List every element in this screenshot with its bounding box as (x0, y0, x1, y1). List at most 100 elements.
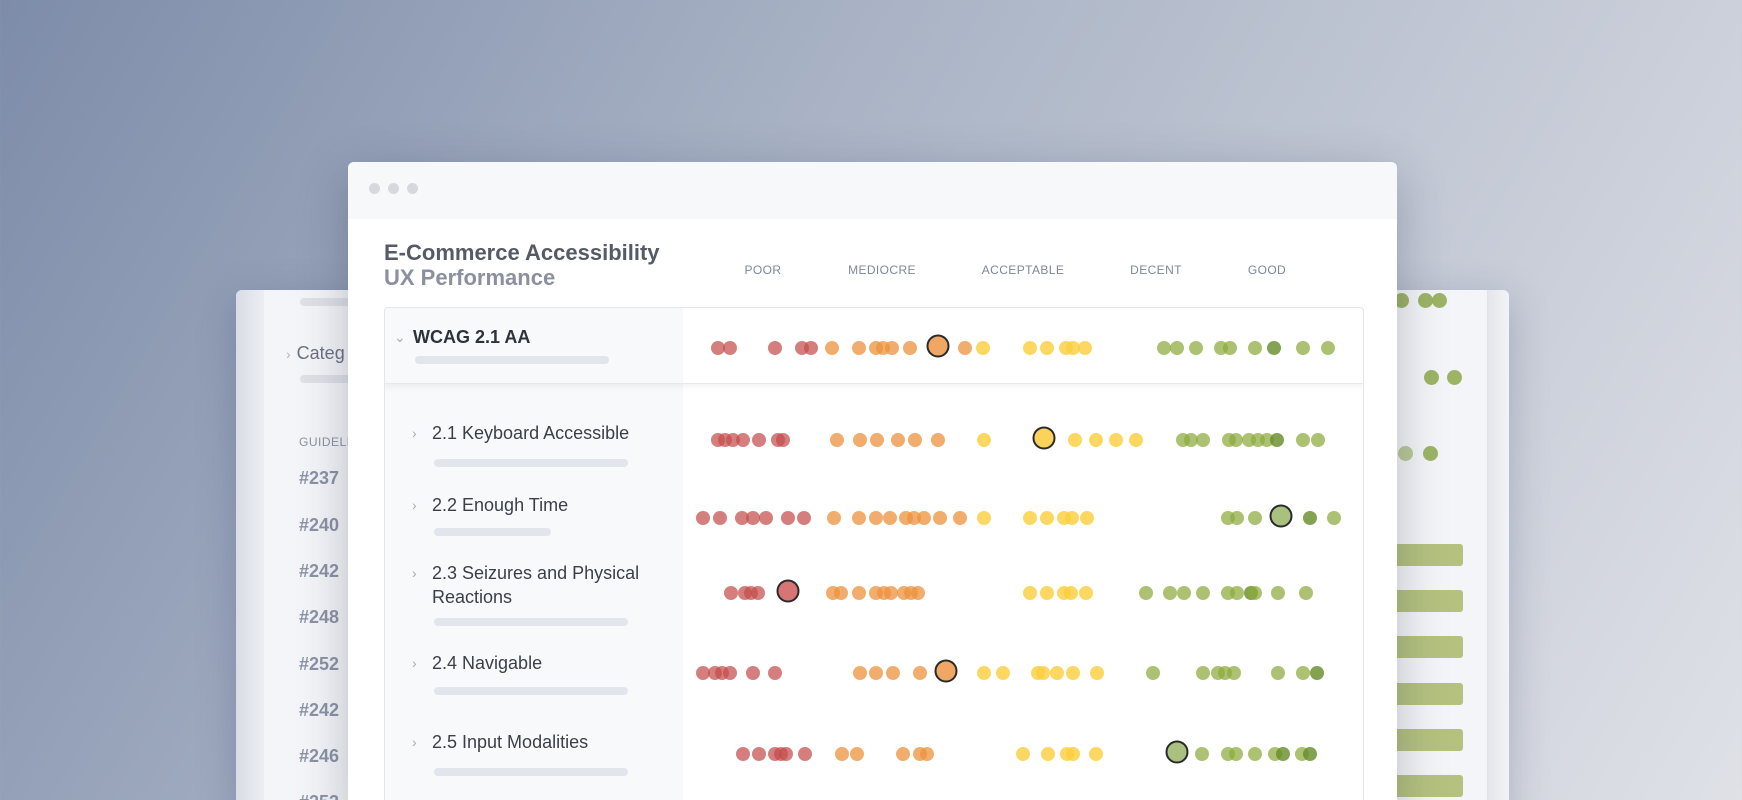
score-dot[interactable] (953, 511, 967, 525)
score-dot[interactable] (1276, 747, 1290, 761)
score-dot[interactable] (1090, 666, 1104, 680)
score-dot[interactable] (996, 666, 1010, 680)
score-dot[interactable] (884, 586, 898, 600)
score-dot[interactable] (933, 511, 947, 525)
score-dot[interactable] (911, 586, 925, 600)
score-dot[interactable] (752, 433, 766, 447)
score-dot[interactable] (1139, 586, 1153, 600)
row-label-wcag[interactable]: WCAG 2.1 AA (413, 327, 531, 347)
score-dot[interactable] (1296, 433, 1310, 447)
score-dot[interactable] (768, 666, 782, 680)
score-dot[interactable] (1248, 511, 1262, 525)
score-dot[interactable] (1066, 666, 1080, 680)
score-dot[interactable] (853, 433, 867, 447)
score-dot[interactable] (736, 747, 750, 761)
score-dot[interactable] (1303, 747, 1317, 761)
score-dot[interactable] (1321, 341, 1335, 355)
score-dot[interactable] (1064, 586, 1078, 600)
score-dot[interactable] (886, 666, 900, 680)
window-control-dot[interactable] (388, 183, 399, 194)
score-dot[interactable] (1223, 341, 1237, 355)
score-dot[interactable] (781, 511, 795, 525)
score-dot[interactable] (724, 586, 738, 600)
score-dot[interactable] (835, 747, 849, 761)
score-dot[interactable] (1068, 433, 1082, 447)
score-dot[interactable] (1296, 666, 1310, 680)
score-dot[interactable] (1041, 747, 1055, 761)
score-dot[interactable] (723, 666, 737, 680)
score-dot[interactable] (1040, 586, 1054, 600)
score-dot[interactable] (1023, 341, 1037, 355)
score-dot[interactable] (1310, 666, 1324, 680)
score-dot[interactable] (1016, 747, 1030, 761)
score-dot[interactable] (1066, 341, 1080, 355)
score-dot[interactable] (883, 511, 897, 525)
score-dot[interactable] (869, 666, 883, 680)
chevron-down-icon[interactable]: ⌄ (394, 329, 406, 345)
score-dot[interactable] (850, 747, 864, 761)
row-label-keyboard[interactable]: 2.1 Keyboard Accessible (432, 423, 630, 443)
score-dot[interactable] (1089, 747, 1103, 761)
row-label-input-modalities[interactable]: 2.5 Input Modalities (432, 732, 589, 752)
score-dot[interactable] (1230, 586, 1244, 600)
score-dot[interactable] (1157, 341, 1171, 355)
score-dot[interactable] (1229, 433, 1243, 447)
highlighted-score-dot[interactable] (934, 659, 958, 683)
score-dot[interactable] (870, 433, 884, 447)
score-dot[interactable] (1189, 341, 1203, 355)
score-dot[interactable] (1078, 341, 1092, 355)
score-dot[interactable] (852, 341, 866, 355)
highlighted-score-dot[interactable] (776, 579, 800, 603)
score-dot[interactable] (1230, 511, 1244, 525)
score-dot[interactable] (1080, 511, 1094, 525)
score-dot[interactable] (825, 341, 839, 355)
score-dot[interactable] (931, 433, 945, 447)
score-dot[interactable] (1184, 433, 1198, 447)
score-dot[interactable] (1327, 511, 1341, 525)
score-dot[interactable] (896, 747, 910, 761)
score-dot[interactable] (1311, 433, 1325, 447)
score-dot[interactable] (746, 511, 760, 525)
score-dot[interactable] (1065, 511, 1079, 525)
score-dot[interactable] (1146, 666, 1160, 680)
score-dot[interactable] (759, 511, 773, 525)
score-dot[interactable] (735, 511, 749, 525)
score-dot[interactable] (1023, 511, 1037, 525)
score-dot[interactable] (1271, 666, 1285, 680)
row-label-navigable[interactable]: 2.4 Navigable (432, 653, 543, 673)
score-dot[interactable] (1271, 586, 1285, 600)
window-control-dot[interactable] (369, 183, 380, 194)
chevron-right-icon[interactable]: › (412, 425, 417, 441)
score-dot[interactable] (1196, 666, 1210, 680)
score-dot[interactable] (830, 433, 844, 447)
score-dot[interactable] (977, 433, 991, 447)
score-dot[interactable] (752, 747, 766, 761)
score-dot[interactable] (903, 341, 917, 355)
score-dot[interactable] (751, 586, 765, 600)
score-dot[interactable] (852, 586, 866, 600)
score-dot[interactable] (1109, 433, 1123, 447)
score-dot[interactable] (920, 747, 934, 761)
score-dot[interactable] (1267, 341, 1281, 355)
score-dot[interactable] (798, 747, 812, 761)
score-dot[interactable] (711, 341, 725, 355)
chevron-right-icon[interactable]: › (412, 655, 417, 671)
score-dot[interactable] (853, 666, 867, 680)
chevron-right-icon[interactable]: › (412, 565, 417, 581)
score-dot[interactable] (746, 666, 760, 680)
score-dot[interactable] (1089, 433, 1103, 447)
score-dot[interactable] (1036, 666, 1050, 680)
score-dot[interactable] (976, 341, 990, 355)
score-dot[interactable] (1170, 341, 1184, 355)
score-dot[interactable] (869, 511, 883, 525)
score-dot[interactable] (1196, 433, 1210, 447)
row-label-seizures[interactable]: 2.3 Seizures and Physical Reactions (432, 563, 640, 607)
score-dot[interactable] (776, 433, 790, 447)
score-dot[interactable] (1066, 747, 1080, 761)
chevron-right-icon[interactable]: › (412, 497, 417, 513)
highlighted-score-dot[interactable] (1269, 504, 1293, 528)
score-dot[interactable] (913, 666, 927, 680)
score-dot[interactable] (1050, 666, 1064, 680)
score-dot[interactable] (977, 666, 991, 680)
score-dot[interactable] (1299, 586, 1313, 600)
